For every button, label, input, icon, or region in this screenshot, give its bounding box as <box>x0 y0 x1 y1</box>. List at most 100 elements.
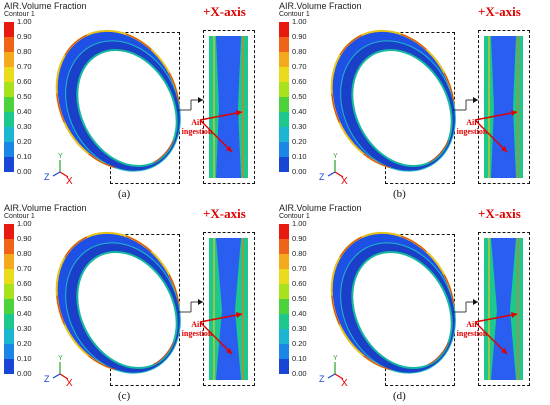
air-ingestion-label: Air ingestion <box>456 118 488 136</box>
legend-tick-label: 0.10 <box>292 152 307 161</box>
color-bar-segment <box>279 329 289 344</box>
zoom-pointer-arrow <box>453 97 478 111</box>
color-bar-segment <box>4 112 14 127</box>
legend-tick-label: 0.80 <box>292 249 307 258</box>
legend-tick-label: 1.00 <box>17 219 32 228</box>
color-bar-segment <box>4 52 14 67</box>
zoom-pointer-arrow <box>178 299 203 313</box>
legend-tick-label: 1.00 <box>17 17 32 26</box>
coordinate-triad: Y X Z <box>44 355 73 389</box>
color-bar-segment <box>279 359 289 374</box>
color-bar-segment <box>279 37 289 52</box>
zoom-pointer-arrow <box>453 299 478 313</box>
color-bar-segment <box>279 314 289 329</box>
color-bar-segment <box>279 97 289 112</box>
legend-subtitle: Contour 1 <box>4 11 35 18</box>
legend-tick-label: 0.90 <box>292 234 307 243</box>
legend-subtitle: Contour 1 <box>279 213 310 220</box>
air-ingestion-arrows <box>474 110 518 153</box>
color-bar-segment <box>4 314 14 329</box>
legend-tick-label: 0.50 <box>292 92 307 101</box>
legend-tick-label: 0.30 <box>292 324 307 333</box>
color-bar-segment <box>4 127 14 142</box>
legend-tick-label: 0.00 <box>17 167 32 176</box>
legend-title: AIR.Volume Fraction <box>4 1 87 11</box>
legend-tick-label: 0.40 <box>292 309 307 318</box>
legend-tick-label: 0.10 <box>17 354 32 363</box>
legend-title: AIR.Volume Fraction <box>279 1 362 11</box>
panel-d: AIR.Volume Fraction Contour 1 1.00 0.90 0.80… <box>275 202 550 404</box>
ring-contour-figure: Y X Z <box>319 231 523 389</box>
coordinate-triad: Y X Z <box>319 153 348 187</box>
legend-tick-label: 0.60 <box>17 77 32 86</box>
legend-tick-label: 0.60 <box>292 279 307 288</box>
color-bar-segment <box>4 329 14 344</box>
legend-tick-label: 0.70 <box>17 264 32 273</box>
color-bar-segment <box>4 142 14 157</box>
color-bar-segment <box>4 97 14 112</box>
color-bar-segment <box>4 67 14 82</box>
x-axis-title: +X-axis <box>478 206 521 221</box>
legend-subtitle: Contour 1 <box>4 213 35 220</box>
panel-caption: (c) <box>118 390 131 402</box>
x-axis-title: +X-axis <box>203 4 246 19</box>
air-ingestion-label: Air ingestion <box>181 118 213 136</box>
ring-contour-figure: Y X Z <box>319 29 523 187</box>
color-bar-segment <box>279 269 289 284</box>
legend-tick-label: 0.00 <box>292 167 307 176</box>
zoomed-strip <box>484 238 523 380</box>
triad-z-label: Z <box>44 374 50 384</box>
legend-tick-label: 0.10 <box>292 354 307 363</box>
zoomed-strip <box>209 238 248 380</box>
color-bar-segment <box>279 82 289 97</box>
color-bar-segment <box>4 269 14 284</box>
zoomed-view-box <box>478 232 530 386</box>
color-bar-segment <box>279 22 289 37</box>
air-ingestion-arrows <box>474 312 518 355</box>
color-bar-segment <box>279 142 289 157</box>
air-ingestion-arrows <box>199 110 243 153</box>
legend-subtitle: Contour 1 <box>279 11 310 18</box>
legend-tick-label: 0.20 <box>292 137 307 146</box>
legend-tick-label: 0.20 <box>17 339 32 348</box>
panel-caption: (b) <box>393 188 406 200</box>
color-bar-segment <box>279 239 289 254</box>
triad-x-label: X <box>341 378 348 389</box>
ring-contour-figure: Y X Z <box>44 231 248 389</box>
color-bar <box>4 22 14 172</box>
color-bar-segment <box>4 82 14 97</box>
zoomed-view-box <box>203 30 255 184</box>
zoom-pointer-arrow <box>178 97 203 111</box>
legend-tick-label: 0.90 <box>17 234 32 243</box>
legend-tick-label: 0.50 <box>17 294 32 303</box>
color-bar-segment <box>4 254 14 269</box>
legend-tick-label: 0.80 <box>17 47 32 56</box>
color-bar-segment <box>279 67 289 82</box>
zoomed-view-box <box>478 30 530 184</box>
triad-y-label: Y <box>58 153 63 160</box>
legend-tick-label: 0.70 <box>292 264 307 273</box>
triad-x-label: X <box>341 176 348 187</box>
air-ingestion-label: Air ingestion <box>456 320 488 338</box>
color-bar-segment <box>4 344 14 359</box>
color-bar-segment <box>279 127 289 142</box>
legend-tick-label: 0.20 <box>292 339 307 348</box>
color-bar-segment <box>279 284 289 299</box>
panel-c: AIR.Volume Fraction Contour 1 1.00 0.90 0.80… <box>0 202 275 404</box>
legend-tick-label: 0.70 <box>292 62 307 71</box>
legend-tick-label: 0.80 <box>17 249 32 258</box>
legend-tick-label: 0.20 <box>17 137 32 146</box>
zoomed-view-box <box>203 232 255 386</box>
triad-z-label: Z <box>44 172 50 182</box>
color-bar-segment <box>279 52 289 67</box>
color-bar-segment <box>4 359 14 374</box>
triad-y-label: Y <box>58 355 63 362</box>
legend-tick-label: 0.40 <box>17 107 32 116</box>
color-bar-segment <box>4 37 14 52</box>
legend-tick-label: 0.40 <box>17 309 32 318</box>
color-bar-segment <box>279 344 289 359</box>
x-axis-title: +X-axis <box>478 4 521 19</box>
triad-z-label: Z <box>319 172 325 182</box>
legend-tick-label: 0.30 <box>17 324 32 333</box>
color-bar-segment <box>4 224 14 239</box>
